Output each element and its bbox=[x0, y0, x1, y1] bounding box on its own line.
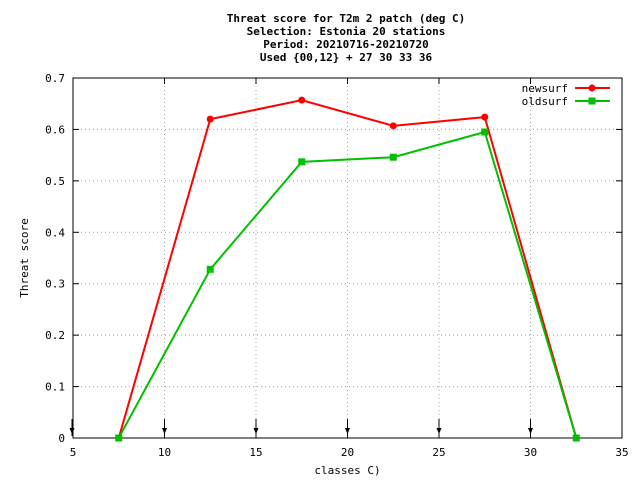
data-point-oldsurf bbox=[298, 158, 306, 166]
data-point-oldsurf bbox=[115, 434, 123, 442]
x-tick-label: 25 bbox=[432, 446, 445, 459]
bottom-marker-head bbox=[528, 428, 533, 434]
bottom-marker bbox=[528, 419, 533, 436]
x-axis-label: classes C) bbox=[314, 464, 380, 477]
bottom-marker bbox=[253, 419, 259, 436]
series-line-oldsurf bbox=[117, 130, 578, 439]
series-lines bbox=[115, 96, 580, 442]
y-axis: 0 0.1 0.2 0.3 0.4 0.5 0.6 0.7 bbox=[45, 72, 622, 445]
bottom-marker-head bbox=[162, 428, 167, 434]
data-point-oldsurf bbox=[206, 265, 214, 273]
bottom-marker-head bbox=[69, 428, 75, 434]
bottom-marker-head bbox=[436, 428, 442, 434]
data-point-newsurf bbox=[481, 113, 489, 121]
bottom-marker bbox=[345, 419, 350, 436]
chart-title: Threat score for T2m 2 patch (deg C)Sele… bbox=[227, 12, 465, 64]
legend-label: oldsurf bbox=[522, 95, 568, 108]
y-tick-label: 0.7 bbox=[45, 72, 65, 85]
legend-label: newsurf bbox=[522, 82, 568, 95]
series-line-newsurf bbox=[117, 99, 578, 439]
data-point-oldsurf bbox=[481, 128, 489, 136]
x-tick-label: 15 bbox=[249, 446, 262, 459]
title-line: Used {00,12} + 27 30 33 36 bbox=[260, 51, 433, 64]
bottom-marker-head bbox=[345, 428, 350, 434]
bottom-markers bbox=[69, 419, 533, 436]
data-point-newsurf bbox=[389, 122, 397, 130]
y-tick-label: 0.3 bbox=[45, 278, 65, 291]
y-axis-label: Threat score bbox=[18, 218, 31, 297]
title-line: Selection: Estonia 20 stations bbox=[247, 25, 446, 38]
x-tick-label: 35 bbox=[615, 446, 628, 459]
series-oldsurf bbox=[115, 128, 580, 442]
x-axis: 5 10 15 20 25 30 35 bbox=[70, 78, 629, 459]
y-tick-label: 0 bbox=[58, 432, 65, 445]
legend-marker-newsurf bbox=[588, 84, 596, 92]
grid bbox=[73, 78, 622, 438]
x-tick-label: 20 bbox=[341, 446, 354, 459]
y-tick-label: 0.4 bbox=[45, 226, 65, 239]
data-point-oldsurf bbox=[389, 153, 397, 161]
title-line: Period: 20210716-20210720 bbox=[263, 38, 429, 51]
bottom-marker-head bbox=[253, 428, 259, 434]
x-tick-label: 5 bbox=[70, 446, 77, 459]
y-tick-label: 0.6 bbox=[45, 123, 65, 136]
bottom-marker bbox=[69, 419, 75, 436]
title-line: Threat score for T2m 2 patch (deg C) bbox=[227, 12, 465, 25]
x-tick-label: 30 bbox=[524, 446, 537, 459]
series-newsurf bbox=[115, 96, 580, 442]
data-point-newsurf bbox=[206, 115, 214, 123]
y-tick-label: 0.2 bbox=[45, 329, 65, 342]
bottom-marker bbox=[436, 419, 442, 436]
bottom-marker bbox=[162, 419, 167, 436]
data-point-oldsurf bbox=[572, 434, 580, 442]
x-tick-label: 10 bbox=[158, 446, 171, 459]
y-tick-label: 0.1 bbox=[45, 381, 65, 394]
legend-marker-oldsurf bbox=[588, 97, 596, 105]
data-point-newsurf bbox=[298, 96, 306, 104]
y-tick-label: 0.5 bbox=[45, 175, 65, 188]
